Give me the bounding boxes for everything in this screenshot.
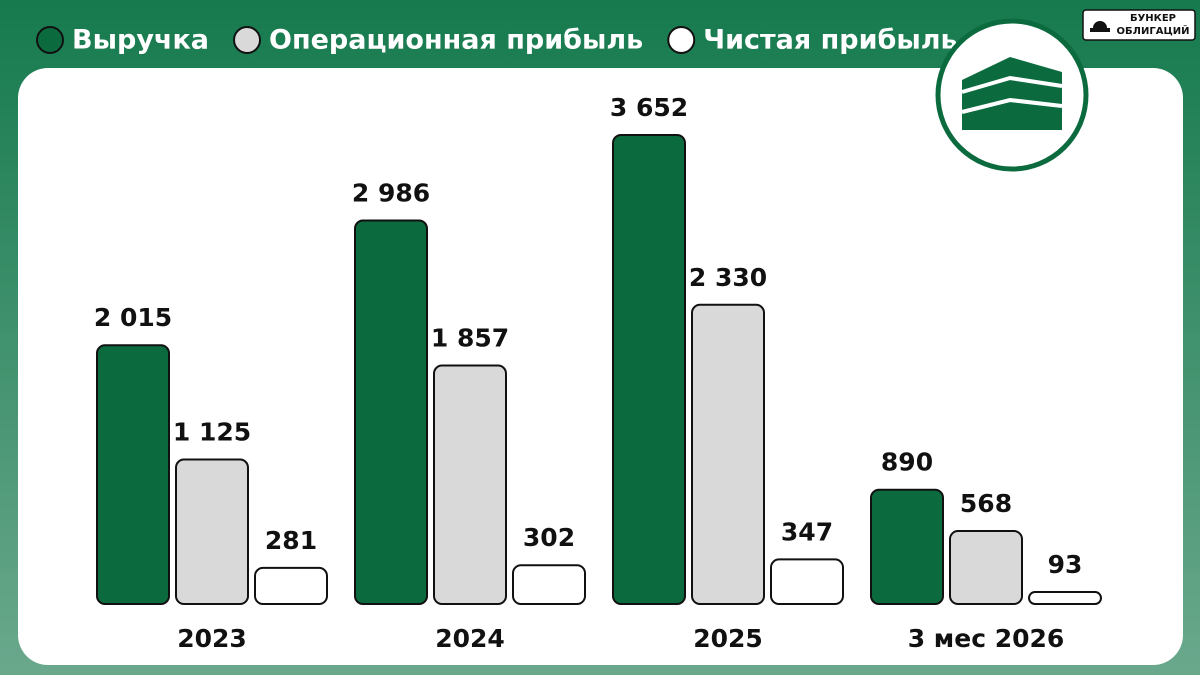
- legend-label: Чистая прибыль: [703, 25, 957, 56]
- bar: [433, 364, 507, 605]
- x-tick-label: 2024: [435, 624, 505, 653]
- x-tick-label: 3 мес 2026: [908, 624, 1065, 653]
- brand-icon: [1090, 21, 1110, 32]
- value-label: 890: [881, 448, 933, 477]
- legend-marker: [667, 26, 696, 54]
- bar: [870, 488, 944, 606]
- value-label: 93: [1048, 550, 1083, 579]
- bar: [1028, 591, 1102, 606]
- legend-label: Выручка: [72, 25, 209, 56]
- x-tick-label: 2023: [177, 624, 247, 653]
- bar: [254, 566, 328, 606]
- value-label: 281: [265, 526, 317, 555]
- legend: Выручка Операционная прибыль Чистая прибыл…: [36, 25, 958, 56]
- legend-marker: [233, 26, 262, 54]
- legend-label: Операционная прибыль: [269, 25, 643, 56]
- brand-line: ОБЛИГАЦИЙ: [1117, 24, 1190, 37]
- x-tick-label: 2025: [693, 624, 763, 653]
- brand-line: БУНКЕР: [1130, 13, 1176, 24]
- bar: [512, 564, 586, 605]
- bar: [949, 530, 1023, 605]
- bar: [770, 558, 844, 606]
- value-label: 2 015: [94, 303, 172, 332]
- value-label: 3 652: [610, 93, 688, 122]
- value-label: 1 125: [173, 418, 251, 447]
- value-label: 347: [781, 517, 833, 546]
- bar: [175, 458, 249, 606]
- logo-house: [962, 57, 1062, 130]
- value-label: 1 857: [431, 324, 509, 353]
- logo: [935, 18, 1089, 172]
- brand: БУНКЕР ОБЛИГАЦИЙ: [1082, 9, 1196, 41]
- bar: [612, 134, 686, 605]
- bar: [691, 303, 765, 605]
- value-label: 2 986: [352, 179, 430, 208]
- value-label: 2 330: [689, 263, 767, 292]
- logo-stripe: [961, 97, 1063, 114]
- logo-stripe: [961, 75, 1063, 94]
- value-label: 302: [523, 523, 575, 552]
- value-label: 568: [960, 489, 1012, 518]
- bar: [354, 219, 428, 605]
- brand-box: [1082, 9, 1196, 41]
- legend-marker: [36, 26, 64, 54]
- bar: [96, 344, 170, 605]
